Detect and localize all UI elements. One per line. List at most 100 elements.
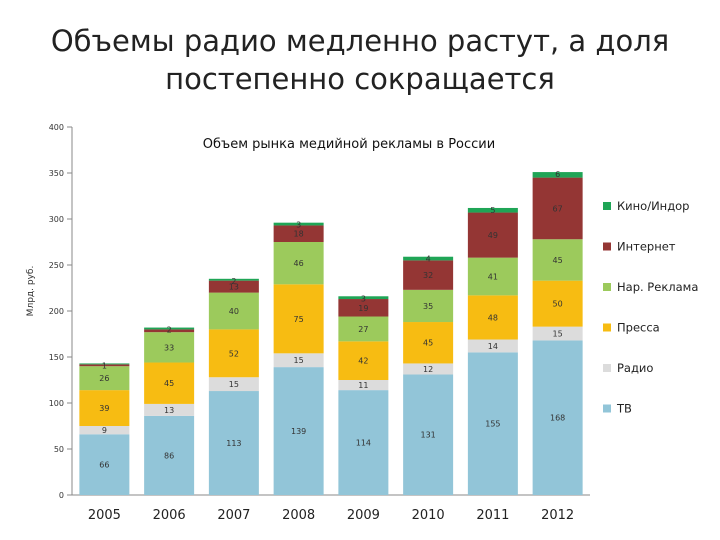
x-tick-label-2009: 2009 [347, 508, 380, 523]
bar-2008-3 [273, 242, 324, 285]
x-tick-label-2007: 2007 [217, 508, 250, 523]
data-label-2008-5: 3 [296, 221, 301, 230]
data-label-2007-0: 113 [226, 439, 241, 448]
data-label-2011-5: 5 [490, 206, 495, 215]
bar-2007-5 [208, 278, 259, 281]
bar-2009-5 [338, 296, 389, 300]
bar-2010-0 [403, 374, 454, 495]
data-label-2012-3: 45 [553, 256, 563, 265]
data-label-2006-0: 86 [164, 451, 174, 460]
bar-2011-2 [467, 295, 518, 340]
data-label-2010-2: 45 [423, 339, 433, 348]
data-label-2009-1: 11 [358, 381, 368, 390]
bar-2011-1 [467, 339, 518, 353]
bar-2006-3 [144, 332, 195, 363]
y-tick-label: 250 [49, 261, 64, 270]
data-label-2007-3: 40 [229, 307, 239, 316]
data-label-2012-4: 67 [553, 204, 563, 213]
bar-2008-2 [273, 284, 324, 354]
bar-2010-2 [403, 322, 454, 364]
bar-2008-4 [273, 225, 324, 242]
bar-2008-5 [273, 222, 324, 226]
slide-title: Объемы радио медленно растут, а доля пос… [0, 22, 720, 98]
bar-2005-3 [79, 366, 130, 391]
data-label-2012-2: 50 [553, 300, 563, 309]
data-label-2008-1: 15 [294, 356, 304, 365]
bar-2007-4 [208, 280, 259, 293]
bar-2012-0 [532, 340, 583, 495]
x-tick-label-2008: 2008 [282, 508, 315, 523]
slide-title-line-2: постепенно сокращается [165, 62, 555, 96]
bar-2006-5 [144, 327, 195, 330]
x-tick-label-2012: 2012 [541, 508, 574, 523]
data-label-2012-1: 15 [553, 330, 563, 339]
bar-2005-2 [79, 390, 130, 426]
slide-title-line-1: Объемы радио медленно растут, а доля [50, 24, 670, 58]
legend-label-1: Интернет [617, 240, 676, 254]
y-tick-label: 200 [49, 307, 64, 316]
bar-2005-0 [79, 434, 130, 495]
bar-2005-5 [79, 363, 130, 365]
data-label-2007-2: 52 [229, 349, 239, 358]
bar-2011-0 [467, 352, 518, 495]
data-label-2007-5: 2 [231, 277, 236, 286]
bar-2009-1 [338, 380, 389, 391]
bar-2008-0 [273, 367, 324, 495]
data-label-2008-2: 75 [294, 315, 304, 324]
y-tick-label: 100 [49, 399, 64, 408]
bar-2010-1 [403, 363, 454, 375]
y-axis-label: Млрд. руб. [26, 266, 36, 317]
chart-title: Объем рынка медийной рекламы в России [203, 137, 495, 152]
legend-swatch-0 [603, 202, 611, 210]
bar-2009-3 [338, 316, 389, 342]
legend-label-2: Нар. Реклама [617, 280, 698, 294]
data-label-2010-1: 12 [423, 365, 433, 374]
data-label-2006-3: 33 [164, 343, 174, 352]
bar-2012-2 [532, 280, 583, 327]
x-tick-label-2005: 2005 [88, 508, 121, 523]
data-label-2009-5: 3 [361, 294, 366, 303]
data-label-2010-3: 35 [423, 302, 433, 311]
bar-2010-3 [403, 289, 454, 323]
data-label-2011-2: 48 [488, 313, 498, 322]
data-label-2006-5: 2 [167, 326, 172, 335]
bar-2007-0 [208, 391, 259, 495]
bar-2005-1 [79, 426, 130, 435]
x-tick-label-2006: 2006 [153, 508, 186, 523]
bar-2012-4 [532, 177, 583, 240]
data-label-2005-2: 39 [99, 404, 109, 413]
data-label-2011-1: 14 [488, 342, 498, 351]
legend-swatch-5 [603, 404, 611, 413]
data-label-2009-2: 42 [358, 357, 368, 366]
legend-label-0: Кино/Индор [617, 199, 689, 213]
data-label-2011-3: 41 [488, 273, 498, 282]
y-tick-label: 400 [49, 123, 64, 132]
bar-2010-4 [403, 260, 454, 290]
bar-2007-2 [208, 329, 259, 378]
data-label-2007-4: 13 [229, 283, 239, 292]
legend-label-5: ТВ [616, 402, 632, 416]
bar-2006-0 [144, 415, 195, 495]
bar-2009-2 [338, 341, 389, 380]
data-label-2010-5: 4 [426, 255, 431, 264]
data-label-2010-4: 32 [423, 271, 433, 280]
data-label-2008-0: 139 [291, 427, 306, 436]
x-tick-label-2011: 2011 [476, 508, 509, 523]
bar-2009-0 [338, 390, 389, 495]
legend-swatch-4 [603, 364, 611, 372]
legend-label-3: Пресса [617, 321, 660, 335]
y-tick-label: 150 [49, 353, 64, 362]
data-label-2012-0: 168 [550, 414, 565, 423]
data-label-2008-4: 18 [294, 230, 304, 239]
bar-2007-1 [208, 377, 259, 392]
data-label-2005-3: 26 [99, 374, 109, 383]
bar-2006-2 [144, 362, 195, 404]
legend-label-4: Радио [617, 361, 653, 375]
data-label-2005-5: 1 [102, 361, 107, 370]
legend-swatch-2 [603, 283, 611, 291]
data-label-2010-0: 131 [420, 431, 435, 440]
y-tick-label: 350 [49, 169, 64, 178]
data-label-2009-4: 19 [358, 304, 368, 313]
y-tick-label: 300 [49, 215, 64, 224]
bar-2012-5 [532, 172, 583, 178]
